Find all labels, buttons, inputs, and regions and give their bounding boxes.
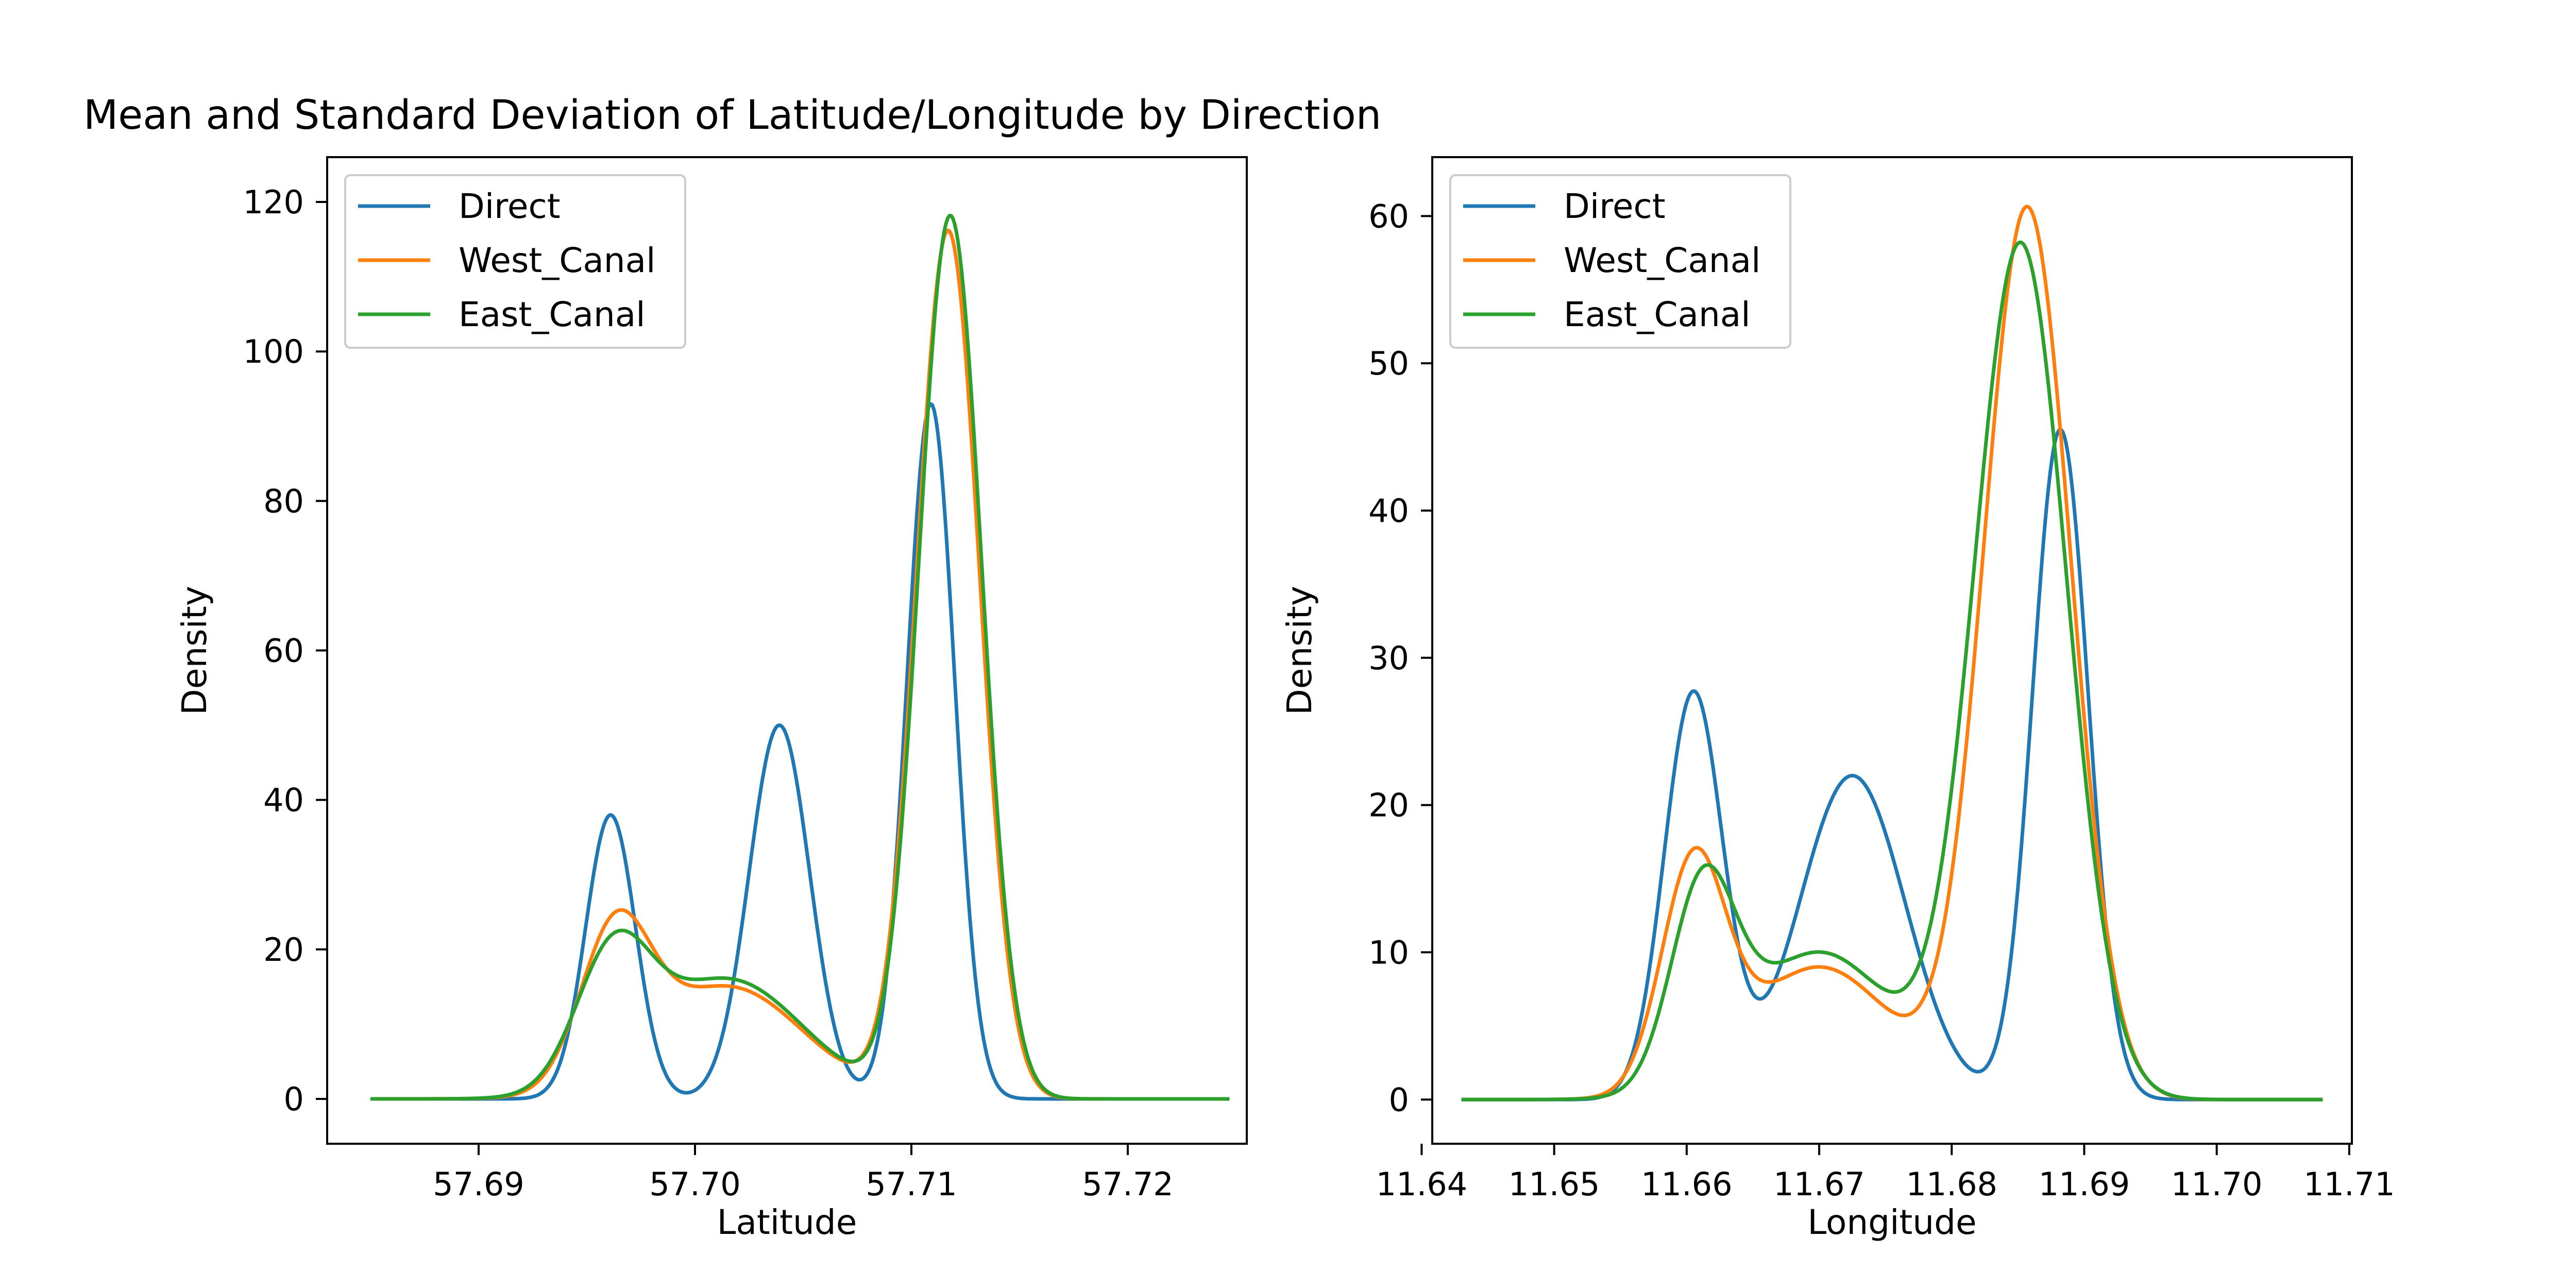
latitude-y-axis-label: Density xyxy=(175,586,214,715)
longitude-x-tick-label: 11.70 xyxy=(2171,1165,2263,1203)
latitude-x-tick-label: 57.70 xyxy=(649,1165,741,1203)
longitude-x-tick-label: 11.69 xyxy=(2039,1165,2130,1203)
latitude-y-tick-label: 100 xyxy=(243,333,304,370)
longitude-legend-label-west-canal: West_Canal xyxy=(1564,241,1760,280)
longitude-legend-label-east-canal: East_Canal xyxy=(1564,295,1751,334)
latitude-y-tick-label: 60 xyxy=(263,632,304,670)
latitude-legend-box xyxy=(344,174,686,349)
longitude-y-tick-label: 40 xyxy=(1368,492,1409,530)
longitude-x-axis-label: Longitude xyxy=(1807,1202,1976,1242)
latitude-density-panel: 57.69 57.70 57.71 57.72 0 20 40 60 80 100 120 Latit… xyxy=(175,156,1248,1242)
longitude-y-axis-label: Density xyxy=(1280,586,1319,715)
latitude-legend-label-west-canal: West_Canal xyxy=(459,241,655,280)
longitude-y-tick-label: 20 xyxy=(1368,787,1409,824)
longitude-x-tick-label: 11.68 xyxy=(1906,1165,1997,1203)
longitude-y-tick-label: 50 xyxy=(1368,345,1409,382)
latitude-y-tick-label: 40 xyxy=(263,782,304,819)
longitude-density-panel: 11.64 11.65 11.66 11.67 11.68 11.69 11.70 11.71… xyxy=(1280,156,2395,1242)
latitude-y-tick-label: 20 xyxy=(263,931,304,969)
longitude-y-tick-label: 60 xyxy=(1368,197,1409,235)
latitude-x-tick-label: 57.69 xyxy=(433,1165,524,1203)
latitude-y-tick-label: 0 xyxy=(284,1080,304,1118)
longitude-y-tick-label: 0 xyxy=(1389,1081,1409,1118)
longitude-x-tick-label: 11.66 xyxy=(1641,1165,1733,1203)
latitude-legend-label-east-canal: East_Canal xyxy=(459,295,646,334)
latitude-y-tick-label: 120 xyxy=(243,183,304,221)
longitude-y-tick-label: 10 xyxy=(1368,934,1409,971)
longitude-y-tick-label: 30 xyxy=(1368,639,1409,677)
longitude-x-tick-label: 11.64 xyxy=(1376,1165,1468,1203)
latitude-legend: Direct West_Canal East_Canal xyxy=(344,174,686,349)
longitude-legend-label-direct: Direct xyxy=(1564,187,1666,226)
figure-title: Mean and Standard Deviation of Latitude/… xyxy=(83,92,1381,139)
longitude-series-east-canal-line xyxy=(1461,240,2323,1101)
longitude-legend: Direct West_Canal East_Canal xyxy=(1449,174,1791,349)
latitude-y-tick-label: 80 xyxy=(263,482,304,520)
latitude-series-east-canal-line xyxy=(370,214,1230,1101)
latitude-legend-label-direct: Direct xyxy=(459,187,561,226)
longitude-legend-box xyxy=(1449,174,1791,349)
latitude-x-axis-label: Latitude xyxy=(717,1202,857,1242)
latitude-x-tick-label: 57.71 xyxy=(866,1165,957,1203)
latitude-x-tick-label: 57.72 xyxy=(1082,1165,1174,1203)
longitude-x-tick-label: 11.65 xyxy=(1509,1165,1600,1203)
longitude-axes-frame xyxy=(1431,156,2353,1145)
longitude-x-tick-label: 11.67 xyxy=(1773,1165,1865,1203)
longitude-x-tick-label: 11.71 xyxy=(2303,1165,2395,1203)
